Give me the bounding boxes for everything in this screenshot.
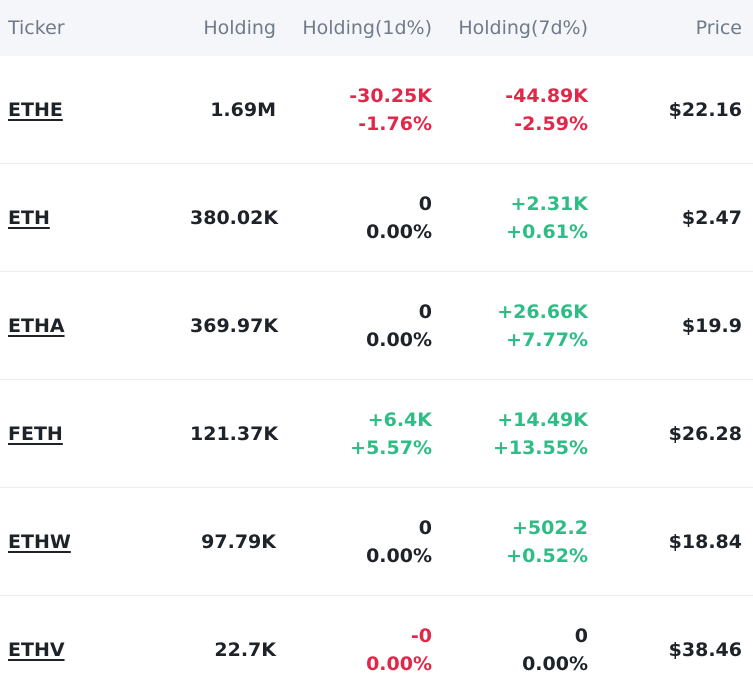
holding-1d-change: -0 bbox=[410, 625, 432, 647]
table-row: ETHW 97.79K 0 0.00% +502.2 +0.52% $18.84 bbox=[0, 488, 753, 596]
holding-7d-change: +26.66K bbox=[497, 300, 588, 323]
holding-1d-cell: +6.4K +5.57% bbox=[276, 406, 432, 462]
holding-cell: 97.79K bbox=[201, 530, 276, 553]
ticker-link[interactable]: FETH bbox=[8, 422, 63, 445]
holding-1d-change: -30.25K bbox=[349, 84, 432, 107]
holding-1d-percent: -1.76% bbox=[358, 112, 432, 135]
holding-1d-percent: 0.00% bbox=[366, 544, 432, 567]
column-header-holding-1d[interactable]: Holding(1d%) bbox=[302, 17, 432, 39]
holding-7d-percent: +7.77% bbox=[506, 328, 588, 351]
price-cell: $2.47 bbox=[681, 206, 742, 229]
price-cell: $22.16 bbox=[668, 98, 742, 121]
holding-1d-cell: -30.25K -1.76% bbox=[276, 82, 432, 138]
holding-7d-percent: 0.00% bbox=[522, 653, 588, 675]
holding-7d-cell: -44.89K -2.59% bbox=[432, 82, 588, 138]
ticker-cell: ETHA bbox=[0, 315, 190, 337]
holding-1d-change: 0 bbox=[418, 300, 432, 323]
ticker-link[interactable]: ETHE bbox=[8, 98, 63, 121]
table-row: ETH 380.02K 0 0.00% +2.31K +0.61% $2.47 bbox=[0, 164, 753, 272]
holding-cell: 369.97K bbox=[190, 314, 279, 337]
holding-7d-percent: -2.59% bbox=[514, 112, 588, 135]
column-header-ticker[interactable]: Ticker bbox=[8, 17, 65, 39]
holding-7d-cell: 0 0.00% bbox=[432, 622, 588, 678]
table-body: ETHE 1.69M -30.25K -1.76% -44.89K -2.59%… bbox=[0, 56, 753, 695]
holding-1d-cell: 0 0.00% bbox=[276, 298, 432, 354]
holding-7d-change: +502.2 bbox=[511, 516, 588, 539]
table-row: FETH 121.37K +6.4K +5.57% +14.49K +13.55… bbox=[0, 380, 753, 488]
holding-1d-percent: 0.00% bbox=[366, 653, 432, 675]
holding-7d-cell: +14.49K +13.55% bbox=[432, 406, 588, 462]
holding-7d-change: +14.49K bbox=[497, 408, 588, 431]
price-cell: $18.84 bbox=[668, 530, 742, 553]
table-row: ETHE 1.69M -30.25K -1.76% -44.89K -2.59%… bbox=[0, 56, 753, 164]
holding-cell: 121.37K bbox=[190, 422, 279, 445]
holding-1d-percent: +5.57% bbox=[350, 436, 432, 459]
table-row: ETHV 22.7K -0 0.00% 0 0.00% $38.46 bbox=[0, 596, 753, 695]
price-cell: $26.28 bbox=[668, 422, 742, 445]
holding-1d-cell: 0 0.00% bbox=[276, 190, 432, 246]
ticker-link[interactable]: ETHV bbox=[8, 639, 65, 661]
ticker-cell: ETHW bbox=[0, 531, 190, 553]
ticker-cell: ETH bbox=[0, 207, 190, 229]
holding-7d-cell: +2.31K +0.61% bbox=[432, 190, 588, 246]
holding-7d-cell: +502.2 +0.52% bbox=[432, 514, 588, 570]
ticker-link[interactable]: ETHA bbox=[8, 314, 65, 337]
holding-1d-change: 0 bbox=[418, 192, 432, 215]
holding-cell: 1.69M bbox=[210, 98, 276, 121]
price-cell: $38.46 bbox=[668, 639, 742, 661]
holding-7d-percent: +13.55% bbox=[492, 436, 588, 459]
holding-7d-change: +2.31K bbox=[510, 192, 588, 215]
holding-1d-percent: 0.00% bbox=[366, 328, 432, 351]
table-header: Ticker Holding Holding(1d%) Holding(7d%)… bbox=[0, 0, 753, 56]
holding-7d-change: 0 bbox=[574, 625, 588, 647]
column-header-holding-7d[interactable]: Holding(7d%) bbox=[458, 17, 588, 39]
column-header-price[interactable]: Price bbox=[695, 17, 742, 39]
holding-1d-change: 0 bbox=[418, 516, 432, 539]
ticker-cell: ETHV bbox=[0, 639, 190, 661]
holding-7d-change: -44.89K bbox=[505, 84, 588, 107]
holding-1d-cell: 0 0.00% bbox=[276, 514, 432, 570]
holding-1d-cell: -0 0.00% bbox=[276, 622, 432, 678]
ticker-cell: FETH bbox=[0, 423, 190, 445]
holding-7d-percent: +0.52% bbox=[506, 544, 588, 567]
ticker-cell: ETHE bbox=[0, 99, 190, 121]
holding-1d-percent: 0.00% bbox=[366, 220, 432, 243]
holding-cell: 22.7K bbox=[214, 639, 276, 661]
price-cell: $19.9 bbox=[681, 314, 742, 337]
holding-1d-change: +6.4K bbox=[367, 408, 432, 431]
holding-7d-cell: +26.66K +7.77% bbox=[432, 298, 588, 354]
table-row: ETHA 369.97K 0 0.00% +26.66K +7.77% $19.… bbox=[0, 272, 753, 380]
ticker-link[interactable]: ETHW bbox=[8, 530, 71, 553]
holding-7d-percent: +0.61% bbox=[506, 220, 588, 243]
ticker-link[interactable]: ETH bbox=[8, 206, 50, 229]
column-header-holding[interactable]: Holding bbox=[203, 17, 276, 39]
holding-cell: 380.02K bbox=[190, 206, 279, 229]
